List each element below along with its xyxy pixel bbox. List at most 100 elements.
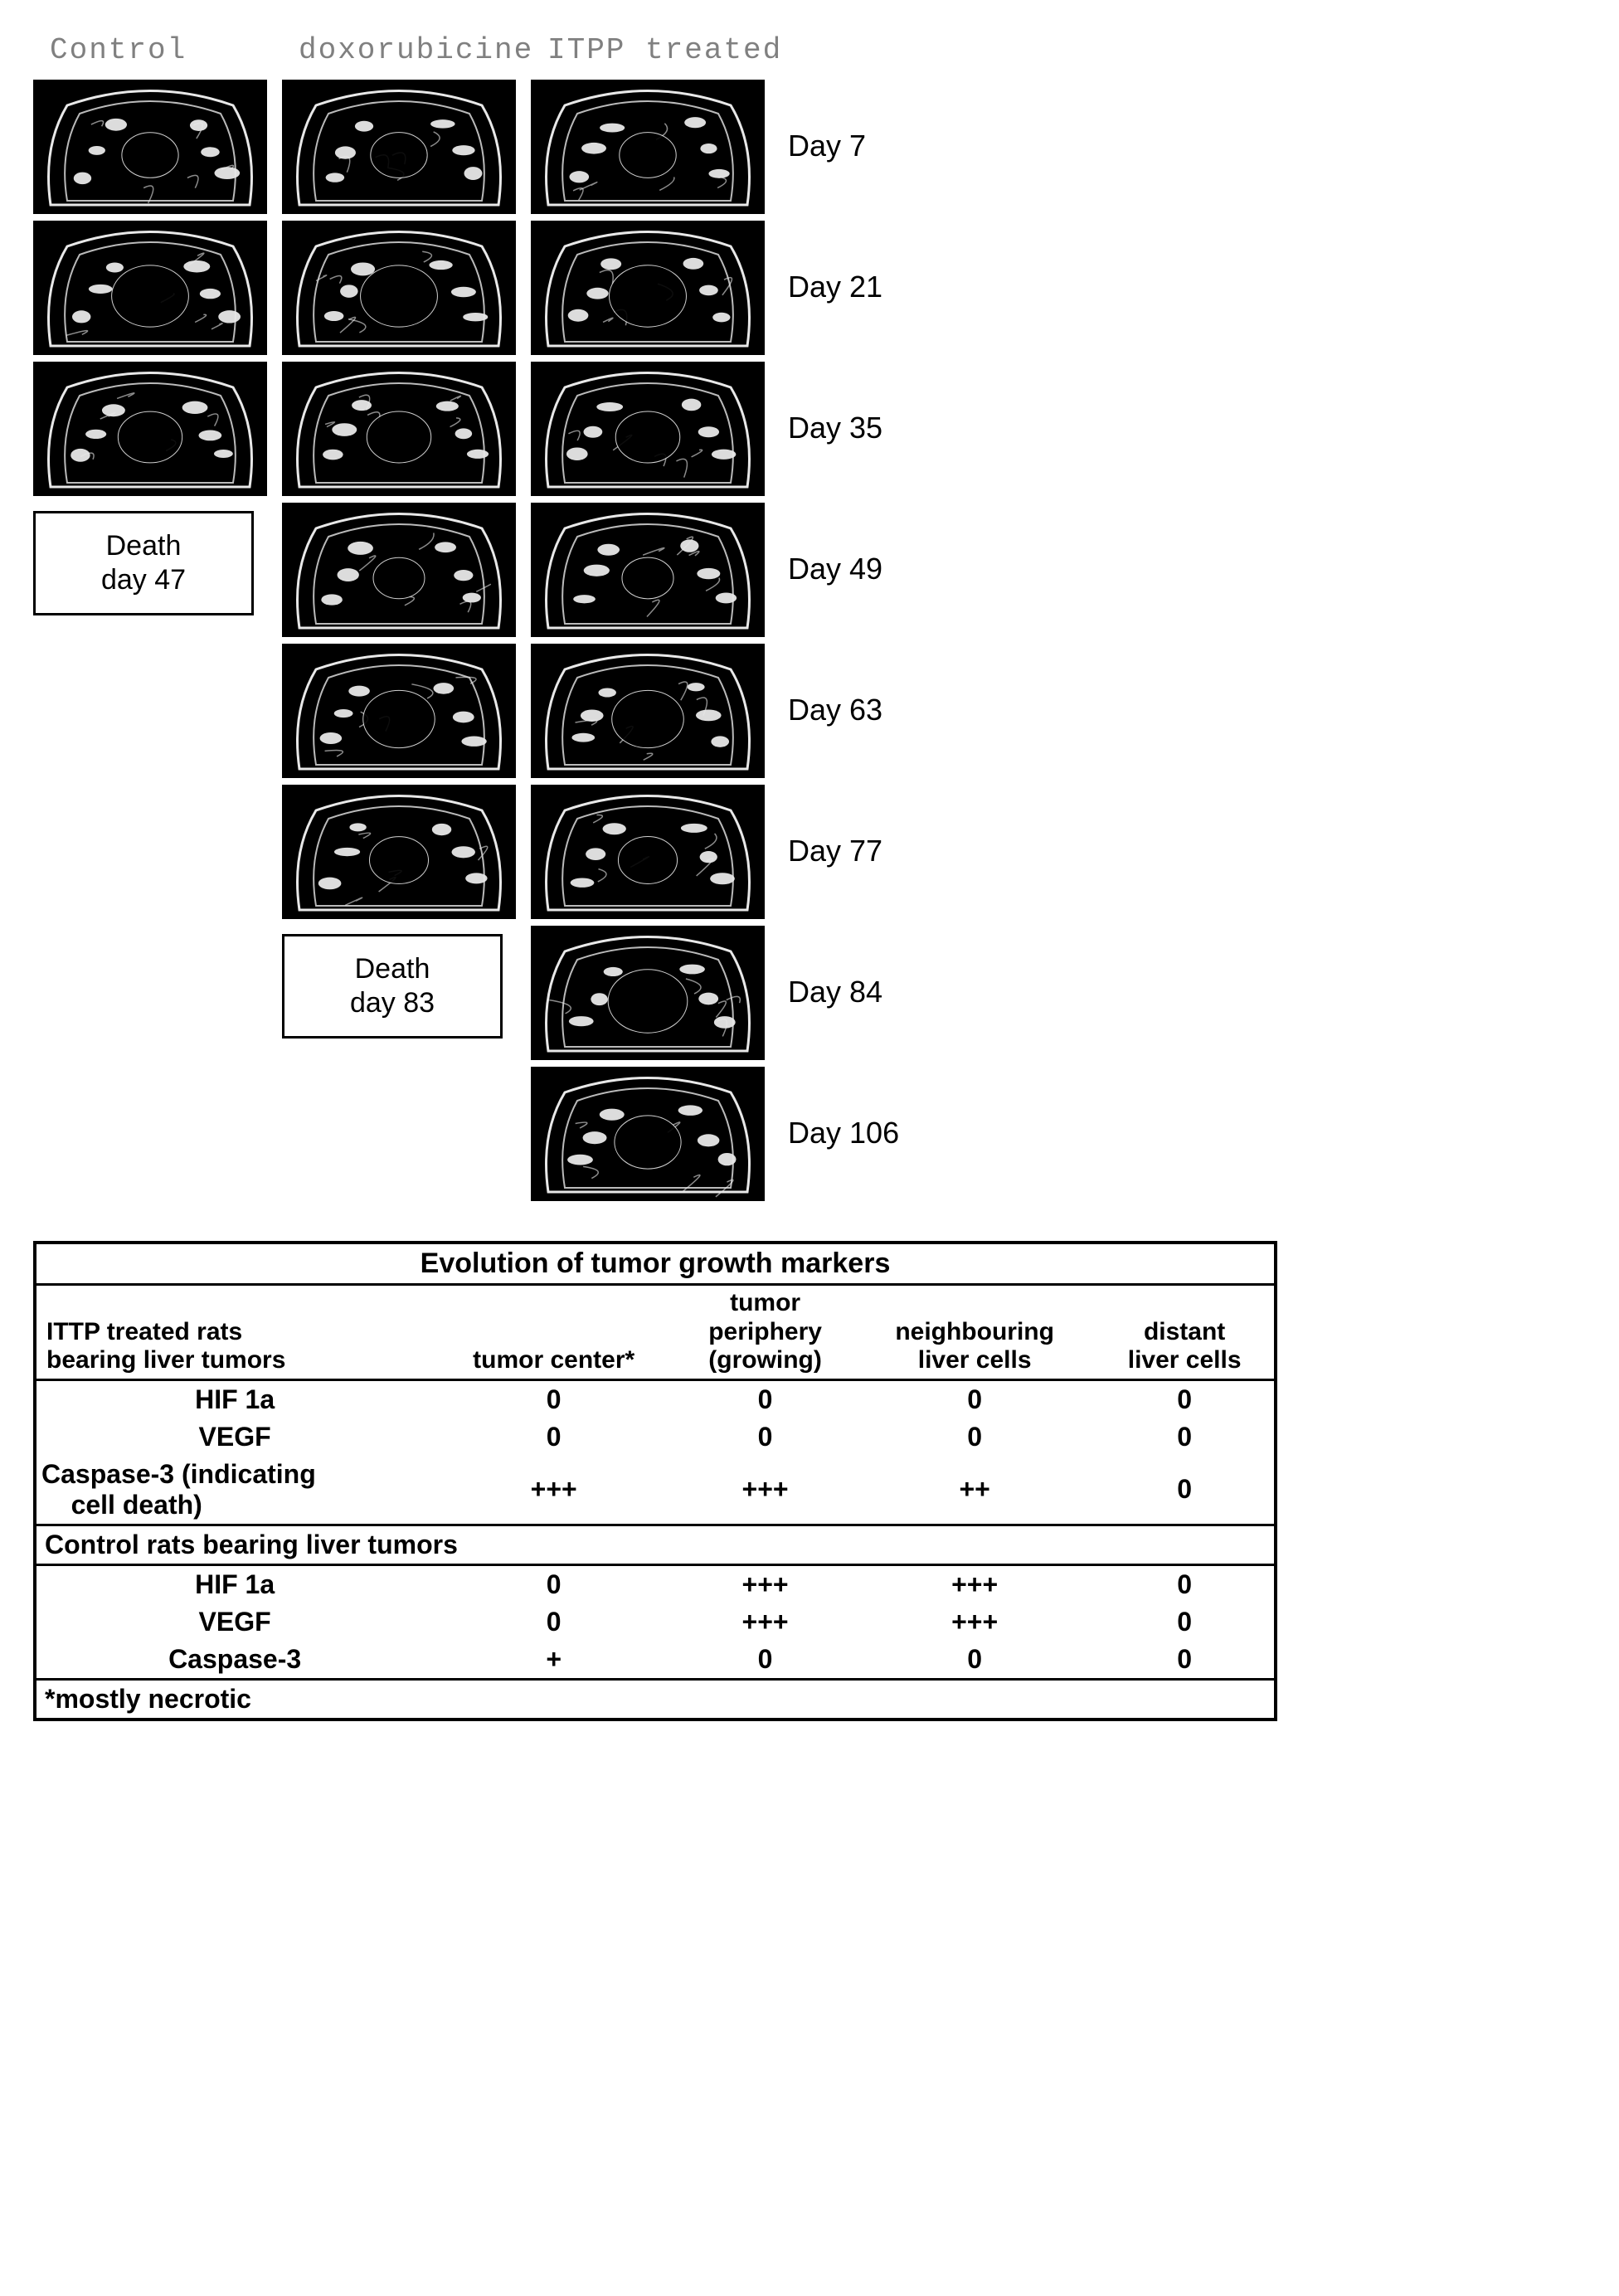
marker-value: ++ — [854, 1456, 1095, 1525]
scan-row: Day 63 — [33, 644, 946, 776]
death-cell-control: Deathday 47 — [33, 503, 265, 635]
marker-label: HIF 1a — [35, 1564, 431, 1603]
marker-value: 0 — [1095, 1456, 1276, 1525]
scan-cell-dox — [282, 221, 514, 353]
mri-scan-image — [531, 221, 765, 355]
scan-cell-itpp — [531, 785, 763, 917]
scan-row: Deathday 47 Day 49 — [33, 503, 946, 635]
marker-label: Caspase-3 — [35, 1641, 431, 1680]
table-footnote-row: *mostly necrotic — [35, 1679, 1276, 1720]
scan-figure: Control doxorubicine ITPP treated Day 7 D… — [33, 33, 946, 1199]
scan-row: Day 77 — [33, 785, 946, 917]
table-row: HIF 1a0000 — [35, 1379, 1276, 1418]
marker-value: 0 — [854, 1379, 1095, 1418]
mri-scan-image — [282, 644, 516, 778]
death-label-line1: Death — [106, 529, 182, 563]
scan-cell-control — [33, 80, 265, 212]
colhead-distant: distantliver cells — [1095, 1285, 1276, 1380]
section-control-rows: HIF 1a0++++++0VEGF0++++++0Caspase-3+000 — [35, 1564, 1276, 1679]
day-label: Day 77 — [788, 834, 882, 868]
section-itpp-rows: HIF 1a0000VEGF0000Caspase-3 (indicating … — [35, 1379, 1276, 1525]
day-label: Day 84 — [788, 975, 882, 1009]
marker-value: 0 — [1095, 1641, 1276, 1680]
scan-cell-control — [33, 221, 265, 353]
mri-scan-image — [282, 503, 516, 637]
scan-row: Day 21 — [33, 221, 946, 353]
empty-cell — [33, 785, 265, 917]
marker-value: 0 — [1095, 1418, 1276, 1456]
scan-rows-container: Day 7Day 21Day 35Deathday 47Day 49Day 63… — [33, 80, 946, 1199]
marker-table-wrap: Evolution of tumor growth markers ITTP t… — [33, 1241, 1277, 1721]
colhead-group: ITTP treated ratsbearing liver tumors — [35, 1285, 431, 1380]
mri-scan-image — [33, 362, 267, 496]
table-row: VEGF0000 — [35, 1418, 1276, 1456]
colhead-center: tumor center* — [431, 1285, 676, 1380]
mri-scan-image — [531, 362, 765, 496]
scan-cell-itpp — [531, 1067, 763, 1199]
scan-cell-itpp — [531, 644, 763, 776]
mri-scan-image — [282, 785, 516, 919]
marker-value: 0 — [431, 1564, 676, 1603]
table-title: Evolution of tumor growth markers — [35, 1243, 1276, 1285]
scan-cell-itpp — [531, 80, 763, 212]
mri-scan-image — [33, 80, 267, 214]
colhead-periphery: tumorperiphery(growing) — [676, 1285, 854, 1380]
death-label-line1: Death — [355, 952, 430, 986]
scan-row: Deathday 83 Day 84 — [33, 926, 946, 1058]
marker-label: VEGF — [35, 1418, 431, 1456]
table-row: Caspase-3+000 — [35, 1641, 1276, 1680]
table-row: HIF 1a0++++++0 — [35, 1564, 1276, 1603]
header-control: Control — [33, 33, 299, 67]
mri-scan-image — [531, 1067, 765, 1201]
scan-cell-itpp — [531, 926, 763, 1058]
scan-row: Day 35 — [33, 362, 946, 494]
colhead-neighbouring: neighbouringliver cells — [854, 1285, 1095, 1380]
marker-value: 0 — [854, 1641, 1095, 1680]
mri-scan-image — [282, 221, 516, 355]
marker-label: VEGF — [35, 1603, 431, 1641]
scan-row: Day 106 — [33, 1067, 946, 1199]
marker-value: 0 — [431, 1603, 676, 1641]
empty-cell — [282, 1067, 514, 1199]
table-column-heads: ITTP treated ratsbearing liver tumors tu… — [35, 1285, 1276, 1380]
scan-cell-dox — [282, 785, 514, 917]
marker-value: +++ — [676, 1603, 854, 1641]
marker-value: 0 — [676, 1418, 854, 1456]
day-label: Day 49 — [788, 552, 882, 586]
day-label: Day 21 — [788, 270, 882, 304]
column-headers: Control doxorubicine ITPP treated — [33, 33, 946, 67]
marker-value: 0 — [1095, 1603, 1276, 1641]
mri-scan-image — [531, 926, 765, 1060]
marker-label: HIF 1a — [35, 1379, 431, 1418]
marker-label: Caspase-3 (indicating cell death) — [35, 1456, 431, 1525]
scan-cell-control — [33, 362, 265, 494]
mri-scan-image — [531, 785, 765, 919]
mri-scan-image — [282, 80, 516, 214]
marker-value: +++ — [431, 1456, 676, 1525]
scan-cell-itpp — [531, 503, 763, 635]
marker-value: +++ — [854, 1603, 1095, 1641]
marker-value: +++ — [854, 1564, 1095, 1603]
scan-row: Day 7 — [33, 80, 946, 212]
marker-value: 0 — [1095, 1564, 1276, 1603]
marker-value: 0 — [1095, 1379, 1276, 1418]
scan-cell-itpp — [531, 362, 763, 494]
marker-table: Evolution of tumor growth markers ITTP t… — [33, 1241, 1277, 1721]
scan-cell-itpp — [531, 221, 763, 353]
marker-value: 0 — [854, 1418, 1095, 1456]
marker-value: 0 — [431, 1418, 676, 1456]
scan-cell-dox — [282, 644, 514, 776]
mri-scan-image — [531, 644, 765, 778]
scan-cell-dox — [282, 80, 514, 212]
death-box: Deathday 47 — [33, 511, 254, 615]
day-label: Day 7 — [788, 129, 866, 163]
marker-value: +++ — [676, 1564, 854, 1603]
death-label-line2: day 83 — [350, 986, 435, 1020]
marker-value: + — [431, 1641, 676, 1680]
marker-value: 0 — [676, 1379, 854, 1418]
marker-value: 0 — [676, 1641, 854, 1680]
death-label-line2: day 47 — [101, 563, 186, 597]
marker-value: 0 — [431, 1379, 676, 1418]
day-label: Day 35 — [788, 411, 882, 445]
marker-value: +++ — [676, 1456, 854, 1525]
